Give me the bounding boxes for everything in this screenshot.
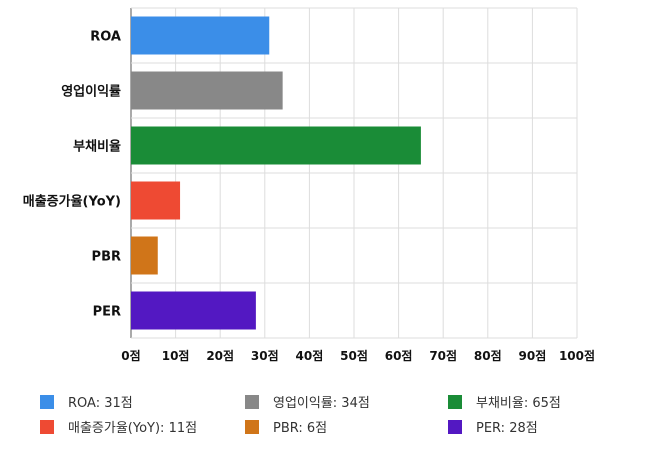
bar	[131, 71, 283, 110]
x-tick-label: 30점	[251, 348, 279, 363]
x-tick-label: 60점	[385, 348, 413, 363]
bar	[131, 16, 270, 55]
x-tick-label: 80점	[474, 348, 502, 363]
legend-label: 부채비율: 65점	[476, 396, 561, 411]
x-tick-label: 70점	[429, 348, 457, 363]
category-label: 부채비율	[73, 139, 121, 155]
x-tick-label: 100점	[559, 348, 595, 363]
legend-item: PER: 28점	[448, 417, 538, 436]
category-label: ROA	[90, 30, 121, 45]
category-label: 매출증가율(YoY)	[23, 194, 121, 210]
legend-swatch	[40, 419, 54, 434]
legend-label: ROA: 31점	[68, 396, 133, 411]
bar	[131, 291, 256, 330]
legend-label: 매출증가율(YoY): 11점	[68, 421, 198, 436]
bar	[131, 181, 181, 220]
category-label: PER	[93, 305, 121, 320]
legend-label: PBR: 6점	[273, 421, 328, 436]
x-tick-label: 20점	[206, 348, 234, 363]
bar	[131, 126, 421, 165]
legend-label: 영업이익률: 34점	[273, 396, 370, 411]
x-tick-label: 90점	[519, 348, 547, 363]
chart-bars	[131, 16, 421, 330]
x-tick-label: 40점	[296, 348, 324, 363]
legend-item: 영업이익률: 34점	[245, 392, 370, 411]
legend-swatch	[245, 394, 259, 409]
legend-item: PBR: 6점	[245, 417, 327, 436]
x-tick-label: 50점	[340, 348, 368, 363]
legend-label: PER: 28점	[476, 421, 538, 436]
chart-grid	[130, 7, 578, 339]
bar	[131, 236, 158, 275]
legend-item: 매출증가율(YoY): 11점	[40, 417, 197, 436]
legend-item: ROA: 31점	[40, 392, 133, 411]
legend-swatch	[245, 419, 259, 434]
legend-item: 부채비율: 65점	[448, 392, 561, 411]
legend-swatch	[448, 394, 462, 409]
x-axis-tick-labels: 0점 10점 20점 30점 40점 50점 60점 70점 80점 90점 100점	[121, 348, 595, 363]
category-label: PBR	[92, 250, 121, 265]
legend-swatch	[448, 419, 462, 434]
category-label: 영업이익률	[61, 84, 121, 100]
legend-swatch	[40, 394, 54, 409]
x-tick-label: 0점	[121, 348, 140, 363]
x-tick-label: 10점	[162, 348, 190, 363]
